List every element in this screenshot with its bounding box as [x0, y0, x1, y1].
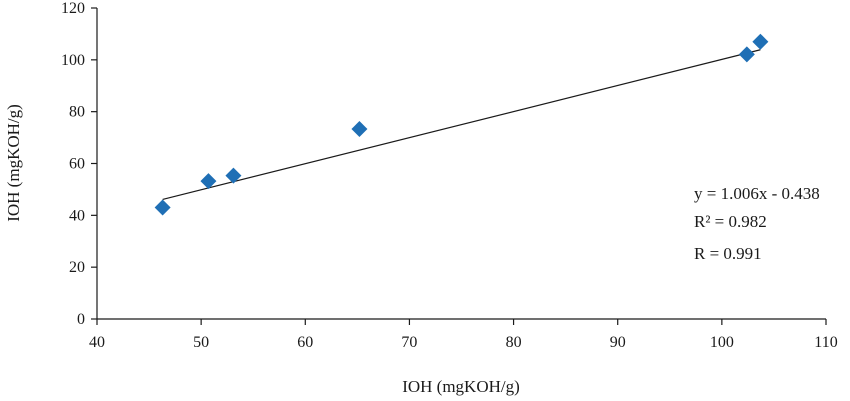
data-point-marker — [351, 121, 368, 138]
data-point-marker — [154, 199, 171, 216]
y-tick-label: 60 — [69, 156, 85, 173]
x-tick-label: 80 — [506, 334, 522, 351]
x-axis-ticks: 40 50 60 70 80 90 100 110 — [89, 319, 838, 351]
y-tick-label: 100 — [61, 52, 85, 69]
r-annotation: R = 0.991 — [694, 244, 762, 263]
y-axis-title: IOH (mgKOH/g) — [4, 104, 23, 222]
data-point-marker — [752, 33, 769, 50]
x-tick-label: 40 — [89, 334, 105, 351]
data-point-marker — [738, 46, 755, 63]
y-tick-label: 40 — [69, 207, 85, 224]
trendline — [162, 49, 761, 201]
x-tick-label: 70 — [401, 334, 417, 351]
data-points — [154, 33, 769, 216]
y-tick-label: 120 — [61, 0, 85, 17]
data-point-marker — [200, 173, 217, 190]
y-tick-label: 20 — [69, 259, 85, 276]
y-tick-label: 0 — [77, 311, 85, 328]
data-point-marker — [225, 167, 242, 184]
x-tick-label: 110 — [814, 334, 837, 351]
axes — [96, 8, 826, 320]
trendline-layer — [162, 49, 761, 201]
x-tick-label: 90 — [610, 334, 626, 351]
x-tick-label: 60 — [297, 334, 313, 351]
x-axis-title: IOH (mgKOH/g) — [402, 377, 520, 396]
x-tick-label: 100 — [710, 334, 734, 351]
x-tick-label: 50 — [193, 334, 209, 351]
y-axis-ticks: 0 20 40 60 80 100 120 — [61, 0, 97, 328]
y-tick-label: 80 — [69, 104, 85, 121]
r-squared-annotation: R² = 0.982 — [694, 212, 767, 231]
equation-annotation: y = 1.006x - 0.438 — [694, 184, 820, 203]
